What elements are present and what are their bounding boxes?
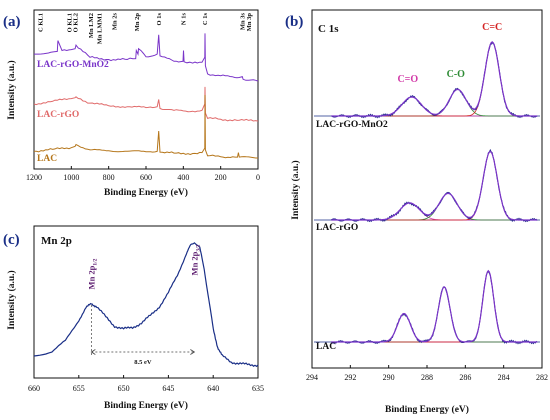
panel-a-peak-annotation: Mn 2s — [111, 13, 118, 31]
panel-a-peak-annotation: Mn 2p — [134, 13, 141, 32]
splitting-arrow-head-left — [90, 349, 96, 355]
panel-a-x-tick-label: 1000 — [63, 173, 79, 182]
panel-b-component — [340, 270, 532, 343]
panel-b-x-tick-label: 290 — [383, 373, 395, 382]
peak-label-c-o-single: C-O — [447, 69, 466, 80]
panel-b-x-tick-label: 292 — [344, 373, 356, 382]
panel-a-peak-annotation: N 1s — [180, 13, 187, 26]
panel-c-frame — [33, 225, 259, 379]
panel-a-x-ticks: 1200 1000 800 600 400 200 0 — [26, 166, 260, 182]
mn-2p-1-2-label: Mn 2p1/2 — [86, 258, 98, 289]
panel-a-peak-annotation: Mn LMM1 — [96, 13, 103, 44]
panel-c-series-line — [33, 242, 259, 368]
panel-b-fit-envelope — [331, 150, 538, 221]
panel-b-x-tick-label: 294 — [306, 373, 318, 382]
mn-2p-3-2-sub: 3/2 — [195, 244, 201, 251]
panel-a-x-axis-title: Binding Energy (eV) — [104, 187, 188, 198]
panel-a-series-line — [34, 33, 259, 82]
panel-b-component — [340, 41, 532, 117]
panel-a-x-tick-label: 200 — [215, 173, 227, 182]
panel-b-series — [314, 41, 540, 345]
panel-a-peak-annotation: O 1s — [156, 13, 163, 26]
panel-c-x-tick-label: 660 — [28, 384, 40, 393]
panel-a-frame — [33, 9, 259, 170]
panel-b-x-tick-label: 284 — [498, 373, 510, 382]
panel-b: 294 292 290 288 286 284 282 (b) C 1s C=O C-O C… — [285, 9, 548, 415]
panel-c-title: Mn 2p — [41, 235, 72, 247]
panel-b-title: C 1s — [318, 23, 339, 35]
panel-a-label-lac: LAC — [37, 154, 57, 164]
panel-b-x-axis-title: Binding Energy (eV) — [385, 404, 469, 415]
peak-label-c-o-double: C=O — [397, 74, 418, 85]
panel-c-x-tick-label: 645 — [162, 384, 174, 393]
splitting-label: 8.5 eV — [134, 359, 152, 366]
panel-b-fit-envelope — [331, 41, 538, 117]
panel-a-peak-annotation: Mn 3p — [246, 13, 253, 32]
panel-b-frame — [311, 9, 543, 369]
panel-a-label-lac-rgo: LAC-rGO — [37, 110, 79, 120]
panel-c-x-tick-label: 635 — [252, 384, 264, 393]
mn-2p-1-2-text: Mn 2p — [86, 265, 96, 289]
panel-a-y-axis-title: Intensity (a.u.) — [6, 60, 17, 119]
panel-b-x-tick-label: 288 — [421, 373, 433, 382]
panel-b-x-tick-label: 286 — [459, 373, 471, 382]
panel-a-x-tick-label: 600 — [140, 173, 152, 182]
panel-c-x-tick-label: 650 — [118, 384, 130, 393]
panel-b-label-lac-rgo-mno2: LAC-rGO-MnO2 — [316, 120, 388, 130]
panel-b-x-ticks: 294 292 290 288 286 284 282 — [306, 365, 548, 382]
panel-c-letter: (c) — [3, 232, 20, 248]
mn-2p-1-2-sub: 1/2 — [92, 258, 98, 265]
panel-b-component — [340, 96, 532, 117]
panel-a-series-line — [34, 94, 258, 159]
panel-a-peak-annotation: C KL1 — [37, 13, 44, 32]
panel-b-component — [340, 286, 532, 343]
panel-c-x-ticks: 660 655 650 645 640 635 — [28, 375, 264, 393]
panel-b-component — [340, 313, 532, 343]
panel-a-x-tick-label: 0 — [256, 173, 260, 182]
mn-2p-3-2-text: Mn 2p — [189, 251, 199, 275]
panel-b-letter: (b) — [285, 14, 303, 30]
panel-c-x-tick-label: 655 — [73, 384, 85, 393]
panel-a-x-tick-label: 800 — [103, 173, 115, 182]
panel-a-letter: (a) — [3, 14, 21, 30]
panel-c-x-tick-label: 640 — [207, 384, 219, 393]
panel-b-label-lac-rgo: LAC-rGO — [316, 223, 358, 233]
panel-a-peak-annotation: O KL1 — [67, 13, 74, 32]
panel-c-series — [33, 242, 259, 368]
panel-b-y-axis-title: Intensity (a.u.) — [290, 160, 301, 219]
peak-label-c-c-double: C=C — [482, 22, 502, 33]
panel-c: 660 655 650 645 640 635 (c) Mn 2p Mn 2p1/2 Mn… — [3, 225, 264, 411]
panel-c-y-axis-title: Intensity (a.u.) — [6, 270, 17, 329]
splitting-arrow-head-right — [190, 349, 196, 355]
panel-b-x-tick-label: 282 — [536, 373, 548, 382]
panel-a-peak-annotation: O KL2 — [72, 13, 79, 32]
panel-a-peak-annotation: Mn LM2 — [88, 13, 95, 38]
panel-a-x-tick-label: 400 — [177, 173, 189, 182]
panel-b-fit-envelope — [331, 269, 538, 343]
panel-a-peak-annotation: Mn 3s — [239, 13, 246, 31]
panel-b-component — [340, 151, 532, 221]
panel-a-peak-annotation: C 1s — [202, 13, 209, 26]
panel-b-raw-data — [330, 270, 538, 345]
panel-a-series — [33, 33, 259, 159]
panel-a-label-lac-rgo-mno2: LAC-rGO-MnO2 — [37, 60, 109, 70]
panel-a-x-tick-label: 1200 — [26, 173, 42, 182]
panel-a-series-line — [33, 86, 259, 122]
mn-2p-3-2-label: Mn 2p3/2 — [189, 244, 201, 275]
panel-b-label-lac: LAC — [316, 342, 336, 352]
panel-c-x-axis-title: Binding Energy (eV) — [104, 400, 188, 411]
